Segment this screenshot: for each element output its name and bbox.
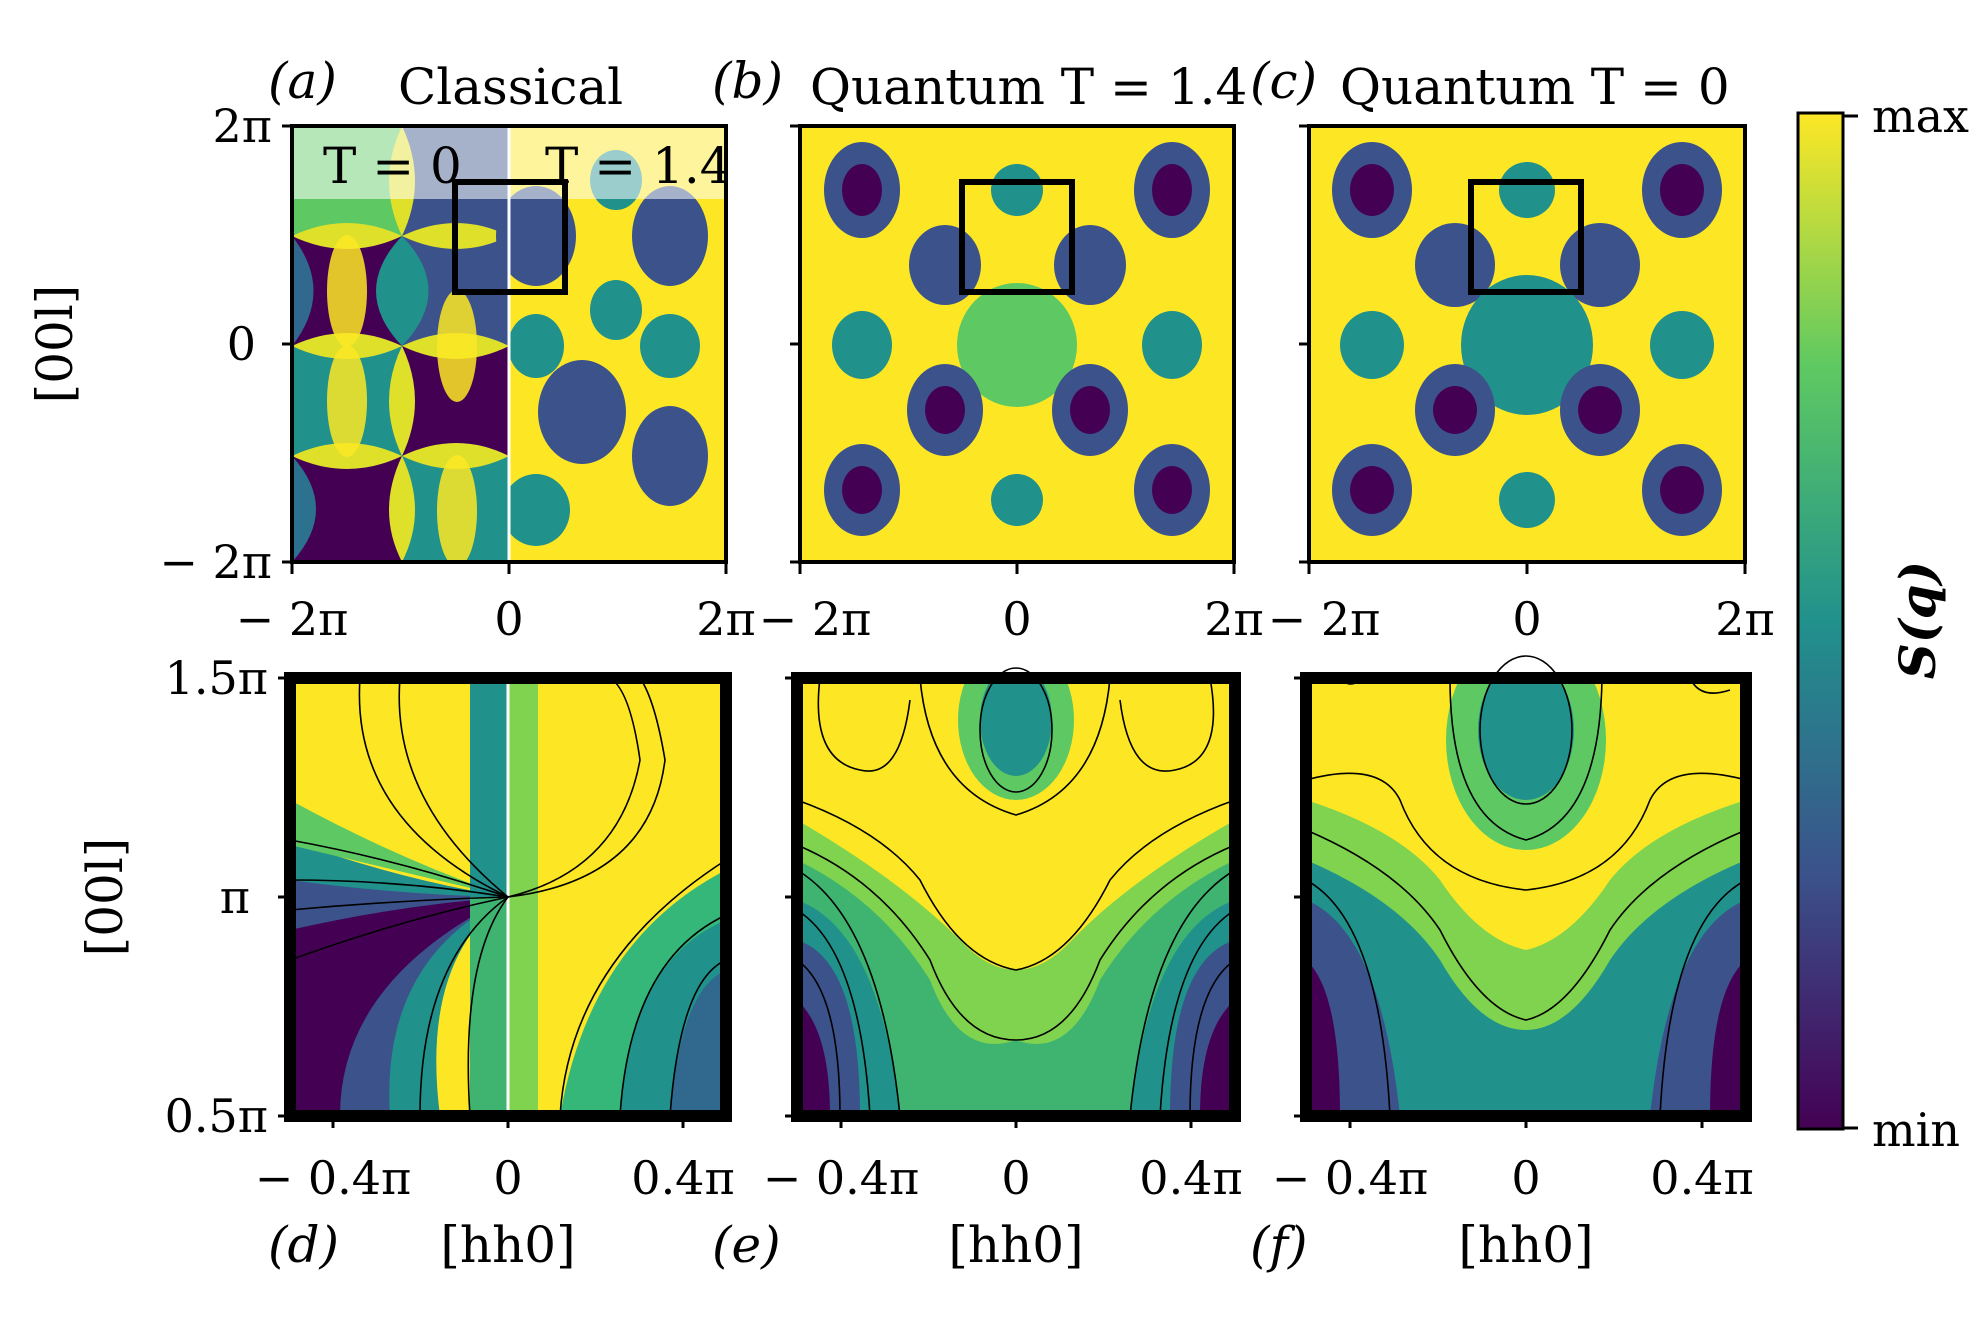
ytick-label-d-2: 0.5π [165, 1089, 268, 1143]
heatmap-c [1309, 126, 1745, 562]
contours-d [289, 677, 727, 1117]
xlabel-f: [hh0] [1458, 1216, 1593, 1274]
xtick-label-b-0: − 2π [759, 592, 872, 646]
title-b: Quantum T = 1.4 [810, 58, 1247, 116]
colorbar: max min S(q) [1796, 89, 1969, 1157]
xtick-label-e-1: 0 [1001, 1151, 1030, 1205]
annotation-t14: T = 1.4 [545, 137, 732, 195]
xtick-label-a-1: 0 [494, 592, 523, 646]
ytick-label-a-1: 0 [227, 317, 256, 371]
xtick-label-f-1: 0 [1511, 1151, 1540, 1205]
ylabel-a: [00l] [26, 285, 84, 404]
heatmap-b [800, 126, 1234, 562]
heatmap-a: T = 0 T = 1.4 [292, 126, 732, 562]
xtick-label-c-1: 0 [1512, 592, 1541, 646]
heatmap-e [797, 678, 1235, 1116]
xtick-label-a-0: − 2π [236, 592, 349, 646]
xtick-label-e-2: 0.4π [1139, 1151, 1242, 1205]
colorbar-max-label: max [1872, 89, 1969, 143]
panel-label-c: (c) [1250, 52, 1317, 110]
heatmap-d [290, 678, 726, 1116]
colorbar-min-label: min [1872, 1103, 1960, 1157]
xtick-label-f-2: 0.4π [1650, 1151, 1753, 1205]
panel-label-f: (f) [1250, 1216, 1308, 1274]
xtick-label-b-1: 0 [1002, 592, 1031, 646]
annotation-t0: T = 0 [323, 137, 462, 195]
panel-b: (b) Quantum T = 1.4 − 2π 0 2π [712, 52, 1264, 646]
title-c: Quantum T = 0 [1340, 58, 1730, 116]
xtick-label-c-2: 2π [1715, 592, 1775, 646]
ytick-label-d-0: 1.5π [165, 651, 268, 705]
highlight-box-b [959, 179, 1075, 295]
panel-label-a: (a) [268, 52, 337, 110]
xtick-label-e-0: − 0.4π [763, 1151, 920, 1205]
heatmap-f [1306, 678, 1746, 1116]
panel-f: − 0.4π 0 0.4π [hh0] (f) [1250, 655, 1754, 1274]
ylabel-d: [00l] [76, 838, 134, 957]
xtick-label-d-2: 0.4π [631, 1151, 734, 1205]
contours-e [796, 667, 1236, 1117]
ytick-label-a-2: − 2π [159, 535, 272, 589]
ytick-label-a-0: 2π [213, 99, 273, 153]
xtick-label-d-0: − 0.4π [255, 1151, 412, 1205]
highlight-box-c [1468, 179, 1584, 295]
panel-e: − 0.4π 0 0.4π [hh0] (e) [712, 667, 1243, 1274]
panel-d: 1.5π π 0.5π [00l] − 0.4π 0 0.4π [hh0] (d… [76, 651, 735, 1274]
panel-label-b: (b) [712, 52, 783, 110]
panel-label-e: (e) [712, 1216, 781, 1274]
xtick-label-c-0: − 2π [1268, 592, 1381, 646]
colorbar-gradient [1796, 111, 1845, 1131]
highlight-box-a [452, 179, 568, 295]
xtick-label-a-2: 2π [696, 592, 756, 646]
colorbar-label: S(q) [1888, 561, 1947, 679]
panel-a: T = 0 T = 1.4 (a) Classical 2π 0 − 2π [0… [26, 52, 756, 646]
panel-label-d: (d) [268, 1216, 339, 1274]
xtick-label-b-2: 2π [1204, 592, 1264, 646]
panel-c: (c) Quantum T = 0 − 2π 0 2π [1250, 52, 1775, 646]
xlabel-e: [hh0] [948, 1216, 1083, 1274]
ytick-label-d-1: π [220, 870, 250, 924]
title-a: Classical [398, 58, 623, 116]
xtick-label-f-0: − 0.4π [1272, 1151, 1429, 1205]
xlabel-d: [hh0] [440, 1216, 575, 1274]
xtick-label-d-1: 0 [493, 1151, 522, 1205]
